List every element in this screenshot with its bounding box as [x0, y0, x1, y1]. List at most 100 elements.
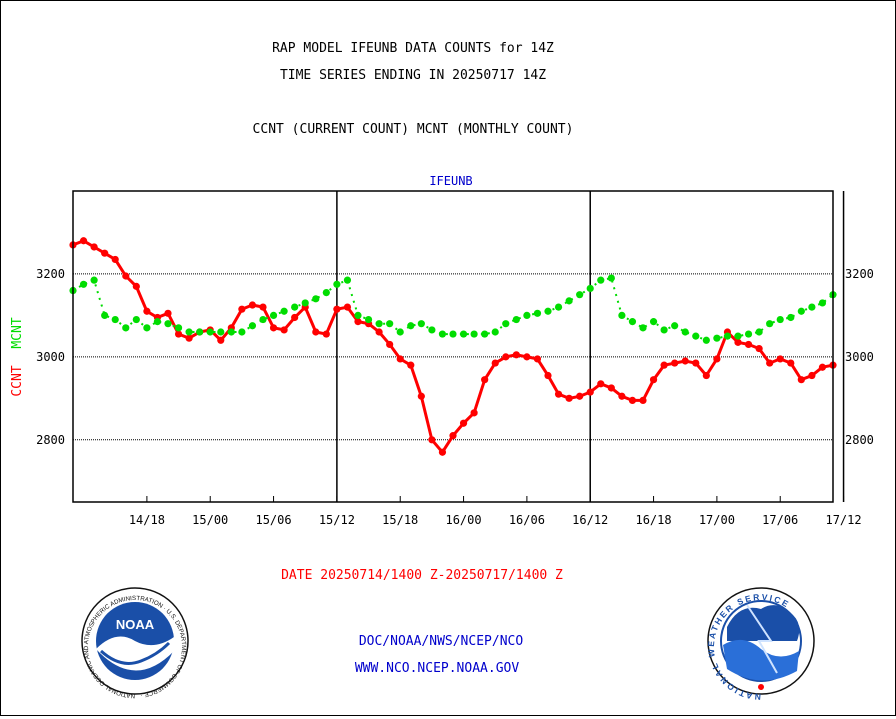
ccnt-data-point — [438, 448, 447, 456]
noaa-logo-icon: NOAA NATIONAL OCEANIC AND ATMOSPHERIC AD… — [81, 587, 189, 699]
ccnt-data-point — [523, 353, 531, 361]
ccnt-data-point — [396, 355, 404, 363]
mcnt-data-point — [227, 328, 235, 336]
ccnt-data-point — [755, 344, 763, 353]
ccnt-data-point — [280, 326, 288, 334]
mcnt-data-point — [269, 311, 278, 319]
mcnt-data-point — [248, 322, 257, 330]
ccnt-data-point — [122, 272, 130, 280]
ccnt-data-point — [512, 351, 520, 359]
mcnt-data-point — [164, 320, 172, 328]
ccnt-data-point — [459, 419, 468, 427]
ccnt-data-point — [269, 324, 278, 332]
ccnt-data-point — [713, 355, 721, 363]
mcnt-data-point — [185, 328, 193, 336]
mcnt-data-point — [259, 315, 267, 324]
mcnt-data-point — [597, 276, 605, 284]
mcnt-data-point — [470, 330, 478, 338]
mcnt-data-point — [491, 328, 499, 336]
mcnt-data-point — [196, 328, 204, 336]
ccnt-data-point — [185, 334, 193, 342]
ccnt-data-point — [217, 336, 225, 344]
ccnt-data-point — [554, 390, 563, 398]
plot-border — [72, 190, 834, 503]
ccnt-data-point — [238, 305, 246, 313]
mcnt-data-point — [576, 291, 584, 299]
ccnt-data-point — [417, 392, 425, 400]
ccnt-data-point — [639, 396, 647, 405]
chart-legend-description: CCNT (CURRENT COUNT) MCNT (MONTHLY COUNT… — [253, 122, 574, 137]
mcnt-data-point — [386, 320, 394, 328]
mcnt-data-point — [776, 315, 784, 324]
x-tick-label: 16/00 — [445, 513, 481, 527]
mcnt-data-point — [322, 288, 330, 297]
x-tick-label: 15/18 — [382, 513, 418, 527]
date-range-label: DATE 20250714/1400 Z-20250717/1400 Z — [281, 568, 563, 583]
ccnt-data-point — [79, 237, 88, 245]
mcnt-data-point — [90, 276, 98, 284]
mcnt-data-point — [660, 326, 668, 334]
mcnt-data-point — [291, 303, 299, 311]
mcnt-data-point — [766, 320, 774, 328]
website-link[interactable]: WWW.NCO.NCEP.NOAA.GOV — [355, 661, 520, 676]
mcnt-data-point — [132, 315, 140, 324]
mcnt-data-point — [797, 307, 805, 315]
mcnt-data-point — [734, 332, 742, 340]
mcnt-data-point — [713, 334, 721, 342]
mcnt-data-point — [639, 324, 647, 332]
mcnt-data-point — [649, 318, 658, 326]
mcnt-data-point — [681, 328, 689, 336]
mcnt-data-point — [512, 315, 520, 324]
mcnt-data-point — [238, 328, 246, 336]
mcnt-data-point — [787, 313, 795, 322]
mcnt-data-point — [744, 330, 753, 338]
x-tick-label: 15/00 — [192, 513, 228, 527]
mcnt-data-point — [375, 320, 383, 328]
noaa-logo-text: NOAA — [116, 617, 155, 632]
ccnt-data-point — [111, 255, 119, 264]
mcnt-data-point — [312, 295, 320, 303]
mcnt-data-point — [554, 303, 563, 311]
chart-subtitle: TIME SERIES ENDING IN 20250717 14Z — [280, 68, 546, 83]
ccnt-data-point — [533, 355, 542, 363]
ccnt-data-point — [660, 361, 668, 369]
ccnt-data-point — [744, 340, 753, 349]
x-tick-label: 15/06 — [255, 513, 291, 527]
x-tick-label: 17/12 — [825, 513, 861, 527]
mcnt-data-point — [217, 328, 225, 336]
org-path-label: DOC/NOAA/NWS/NCEP/NCO — [359, 634, 524, 649]
ccnt-data-point — [333, 305, 341, 313]
mcnt-data-point — [481, 330, 489, 338]
mcnt-data-point — [122, 324, 130, 332]
mcnt-data-point — [396, 328, 404, 336]
ccnt-data-point — [787, 359, 795, 367]
mcnt-data-point — [692, 332, 700, 340]
y-tick-label-left: 3000 — [36, 350, 65, 364]
ccnt-data-point — [322, 330, 330, 338]
ccnt-data-point — [692, 359, 700, 367]
x-tick-label: 16/06 — [509, 513, 545, 527]
mcnt-data-point — [438, 330, 447, 338]
ccnt-data-point — [259, 303, 267, 311]
mcnt-data-point — [364, 315, 373, 324]
ccnt-data-point — [428, 436, 436, 444]
ccnt-data-point — [734, 338, 742, 346]
mcnt-data-point — [428, 326, 436, 334]
ccnt-data-point — [776, 355, 784, 363]
x-tick-label: 17/00 — [699, 513, 735, 527]
mcnt-data-point — [143, 324, 151, 332]
mcnt-data-point — [544, 307, 552, 315]
ccnt-data-point — [766, 359, 774, 367]
ccnt-data-point — [702, 371, 710, 380]
chart-title: RAP MODEL IFEUNB DATA COUNTS for 14Z — [272, 41, 554, 56]
ccnt-data-point — [132, 282, 140, 290]
y-tick-label-right: 2800 — [845, 433, 874, 447]
x-tick-label: 17/06 — [762, 513, 798, 527]
mcnt-data-point — [755, 328, 763, 336]
mcnt-data-point — [702, 336, 710, 344]
mcnt-data-point — [618, 311, 626, 319]
ccnt-data-point — [576, 392, 584, 400]
mcnt-data-point — [565, 297, 573, 305]
ccnt-data-point — [343, 303, 352, 311]
ccnt-data-point — [797, 376, 805, 384]
